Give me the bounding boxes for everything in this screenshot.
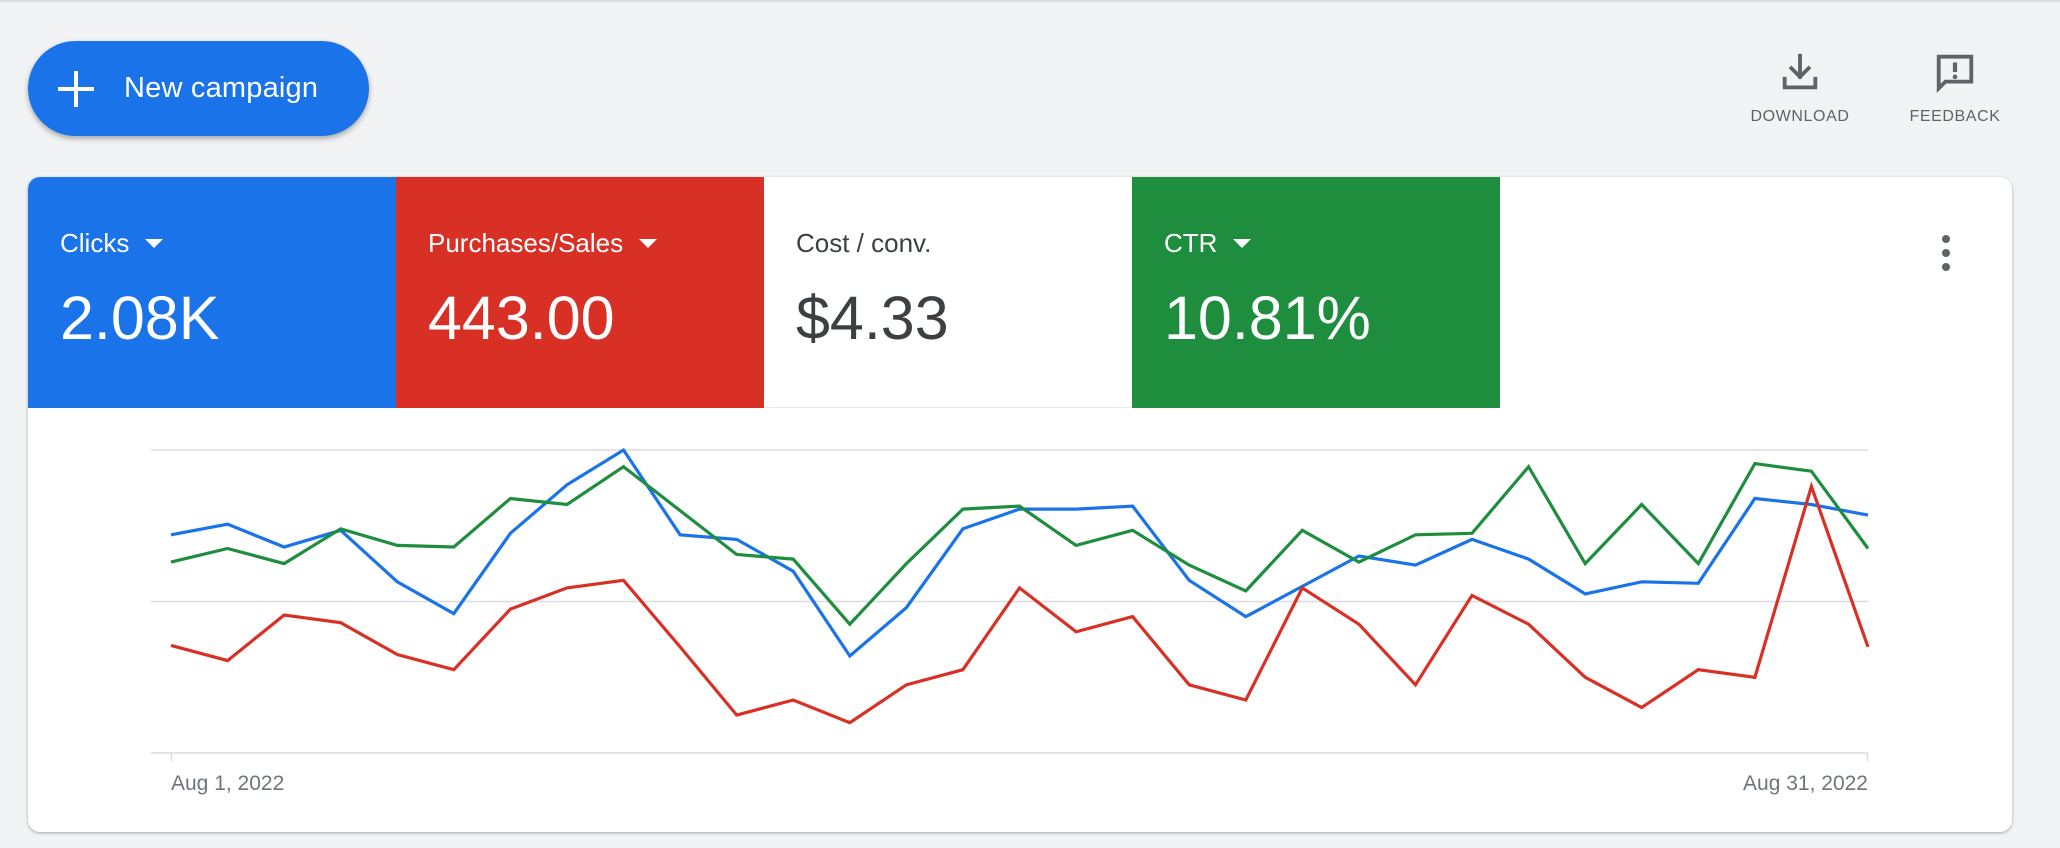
- x-tick-label-end: Aug 31, 2022: [1743, 772, 1868, 795]
- metric-tile-clicks[interactable]: Clicks 2.08K: [28, 177, 396, 408]
- caret-down-icon: [145, 238, 164, 248]
- plus-icon: [58, 71, 94, 107]
- download-label: DOWNLOAD: [1750, 108, 1850, 125]
- more-options-button[interactable]: [1926, 229, 1966, 277]
- feedback-icon: [1936, 54, 1974, 93]
- more-vert-icon: [1942, 235, 1950, 243]
- new-campaign-label: New campaign: [124, 72, 319, 104]
- download-icon: [1782, 53, 1818, 90]
- metric-name: Purchases/Sales: [428, 227, 764, 259]
- metric-name: CTR: [1164, 227, 1500, 259]
- metric-tile-ctr[interactable]: CTR 10.81%: [1132, 177, 1500, 408]
- metric-name-label: Purchases/Sales: [428, 228, 624, 258]
- metric-name-label: Cost / conv.: [796, 228, 932, 258]
- metric-name-label: Clicks: [60, 228, 130, 258]
- metric-value: 10.81%: [1164, 284, 1371, 352]
- metric-tile-cost-per-conv[interactable]: Cost / conv. $4.33: [764, 177, 1132, 408]
- series-line-1: [170, 461, 1870, 627]
- performance-card: Clicks 2.08K Purchases/Sales 443.00 Cost…: [28, 177, 2012, 832]
- series-line-2: [170, 481, 1870, 725]
- metric-value: 2.08K: [60, 284, 220, 352]
- metric-name: Clicks: [60, 227, 396, 259]
- metric-name-label: CTR: [1164, 228, 1218, 258]
- caret-down-icon: [639, 238, 658, 248]
- feedback-button[interactable]: FEEDBACK: [1900, 50, 2010, 126]
- top-divider: [0, 0, 2060, 2]
- metric-value: $4.33: [796, 284, 949, 352]
- new-campaign-button[interactable]: New campaign: [28, 41, 369, 136]
- caret-down-icon: [1233, 238, 1252, 248]
- metric-name: Cost / conv.: [796, 227, 1132, 259]
- feedback-label: FEEDBACK: [1909, 108, 2001, 125]
- x-tick-label-start: Aug 1, 2022: [171, 772, 284, 795]
- performance-line-chart: Aug 1, 2022 Aug 31, 2022: [151, 447, 1870, 795]
- metric-tile-purchases-sales[interactable]: Purchases/Sales 443.00: [396, 177, 764, 408]
- series-line-0: [170, 447, 1869, 659]
- download-button[interactable]: DOWNLOAD: [1745, 50, 1855, 126]
- metric-value: 443.00: [428, 284, 615, 352]
